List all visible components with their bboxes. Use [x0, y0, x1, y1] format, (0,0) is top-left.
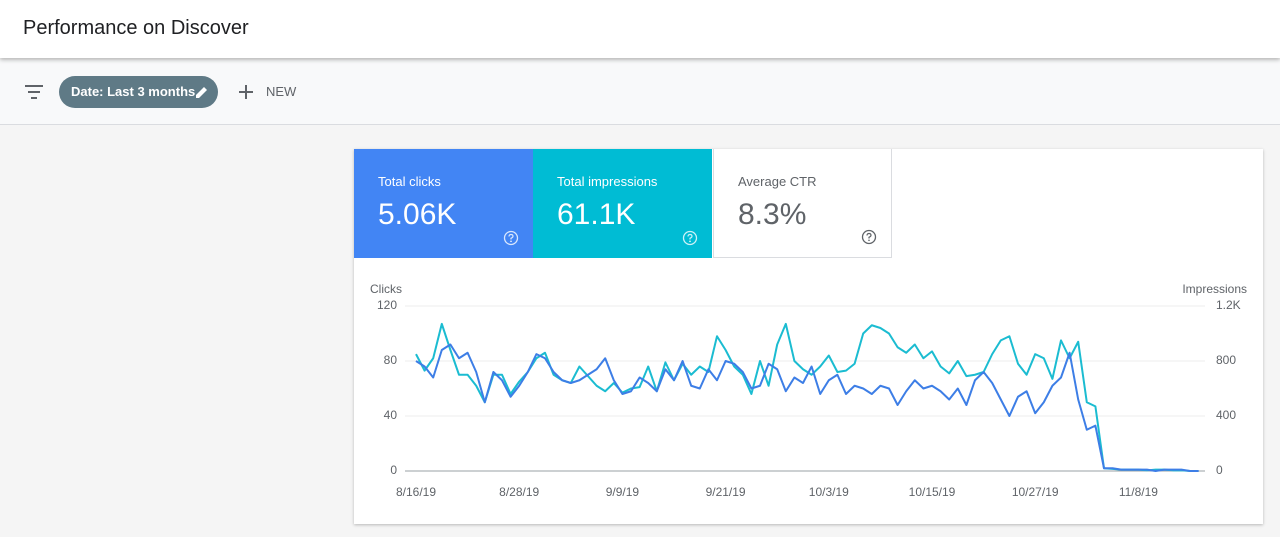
y2-tick-label: 800 [1216, 353, 1236, 367]
help-icon[interactable] [861, 229, 877, 245]
help-icon[interactable] [503, 230, 519, 246]
y-axis-title: Clicks [370, 282, 402, 296]
edit-icon [196, 87, 207, 98]
metric-value: 5.06K [378, 198, 457, 231]
series-line [415, 322, 1199, 472]
metric-value: 8.3% [738, 198, 807, 231]
y2-tick-label: 400 [1216, 408, 1236, 422]
x-tick-label: 8/28/19 [499, 485, 539, 499]
y-tick-label: 120 [377, 298, 397, 312]
y-tick-label: 0 [390, 463, 397, 477]
plus-icon[interactable] [238, 84, 254, 100]
y2-tick-label: 1.2K [1216, 298, 1241, 312]
y-tick-label: 40 [384, 408, 398, 422]
chip-label: Date: Last 3 months [71, 84, 196, 99]
x-tick-label: 9/21/19 [706, 485, 746, 499]
new-button[interactable]: NEW [266, 84, 297, 99]
help-icon[interactable] [682, 230, 698, 246]
page-title: Performance on Discover [23, 17, 249, 39]
toolbar: Date: Last 3 months NEW [0, 60, 1280, 125]
y2-axis-title: Impressions [1182, 282, 1247, 296]
x-tick-label: 10/3/19 [809, 485, 849, 499]
y-tick-label: 80 [384, 353, 398, 367]
x-tick-label: 10/15/19 [909, 485, 956, 499]
metric-tile[interactable]: Average CTR 8.3% [713, 149, 892, 258]
y2-tick-label: 0 [1216, 463, 1223, 477]
header: Performance on Discover [0, 0, 1280, 58]
metric-label: Average CTR [738, 174, 817, 189]
metric-tile[interactable]: Total impressions 61.1K [533, 149, 712, 258]
x-tick-label: 9/9/19 [606, 485, 640, 499]
metric-label: Total impressions [557, 174, 658, 189]
series-line [415, 343, 1199, 472]
x-tick-label: 10/27/19 [1012, 485, 1059, 499]
date-filter-chip[interactable]: Date: Last 3 months [59, 76, 218, 108]
x-tick-label: 8/16/19 [396, 485, 436, 499]
filter-icon[interactable] [24, 82, 46, 102]
chart: Clicks Impressions 0 40 80 120 0 400 800 1.2K 8/… [370, 282, 1247, 499]
x-tick-label: 11/8/19 [1119, 485, 1158, 499]
performance-card: Total clicks 5.06K Total impressions 61.… [354, 149, 1263, 524]
metric-tile[interactable]: Total clicks 5.06K [354, 149, 533, 258]
metric-label: Total clicks [378, 174, 441, 189]
metric-value: 61.1K [557, 198, 636, 231]
